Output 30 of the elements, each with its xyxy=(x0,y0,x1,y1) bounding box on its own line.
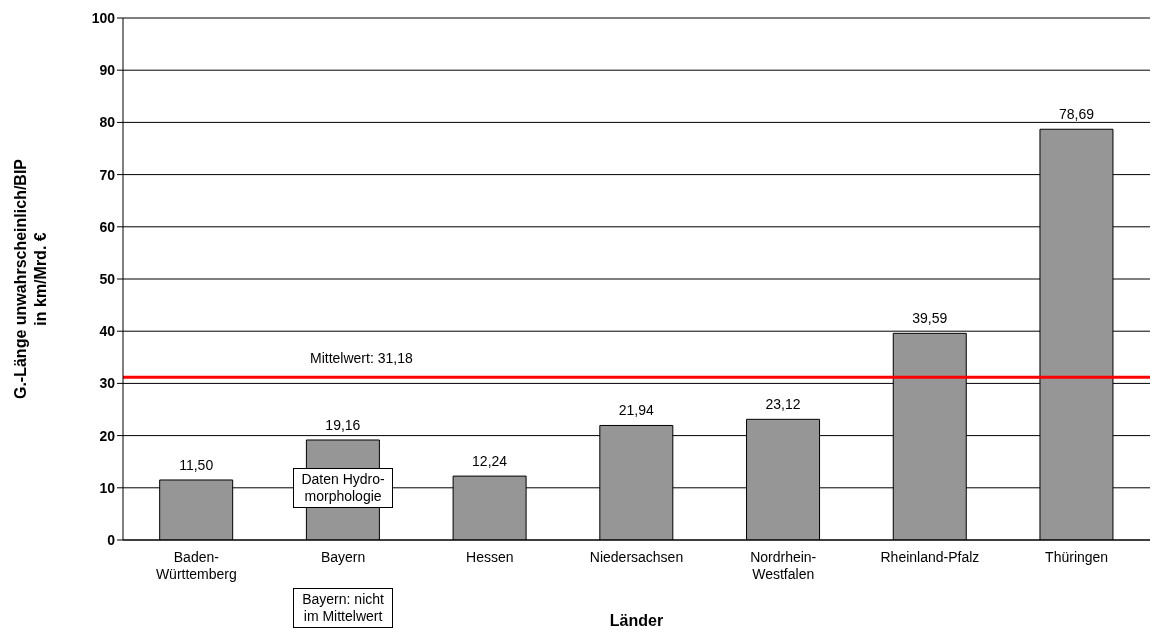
y-tick-label: 70 xyxy=(99,166,116,183)
ref-line-label: Mittelwert: 31,18 xyxy=(310,350,413,367)
data-label: 39,59 xyxy=(912,310,948,327)
y-tick-label: 100 xyxy=(91,9,116,26)
y-tick-label: 10 xyxy=(99,479,116,496)
y-tick-label: 80 xyxy=(99,114,116,131)
x-tick-label: Baden-Württemberg xyxy=(155,549,237,582)
x-tick-label: Nordrhein-Westfalen xyxy=(750,549,817,582)
data-label: 78,69 xyxy=(1058,106,1095,123)
x-tick-label: Rheinland-Pfalz xyxy=(880,549,980,565)
data-label: 23,12 xyxy=(765,396,801,413)
y-tick-label: 20 xyxy=(99,427,116,444)
x-tick-label: Bayern xyxy=(320,549,366,565)
x-tick-label: Hessen xyxy=(466,549,514,565)
y-tick-label: 50 xyxy=(99,270,116,287)
y-tick-label: 0 xyxy=(107,531,116,548)
x-axis-title: Länder xyxy=(609,612,664,629)
y-tick-label: 90 xyxy=(99,62,116,79)
y-tick-label: 40 xyxy=(99,323,116,340)
x-tick-label: Niedersachsen xyxy=(589,549,684,565)
data-label: 12,24 xyxy=(472,453,508,470)
annotation: Daten Hydro-morphologie xyxy=(293,467,394,508)
data-label: 21,94 xyxy=(618,402,655,419)
y-tick-label: 60 xyxy=(99,218,116,235)
text: Bayern: nicht im Mittelwert xyxy=(293,588,394,628)
x-tick-label: Thüringen xyxy=(1045,549,1109,565)
y-axis-title: G.-Länge unwahrscheinlich/BIP in km/Mrd. € xyxy=(12,158,49,400)
data-label: 11,50 xyxy=(179,456,214,473)
data-label: 19,16 xyxy=(325,416,361,433)
y-tick-label: 30 xyxy=(99,375,116,392)
